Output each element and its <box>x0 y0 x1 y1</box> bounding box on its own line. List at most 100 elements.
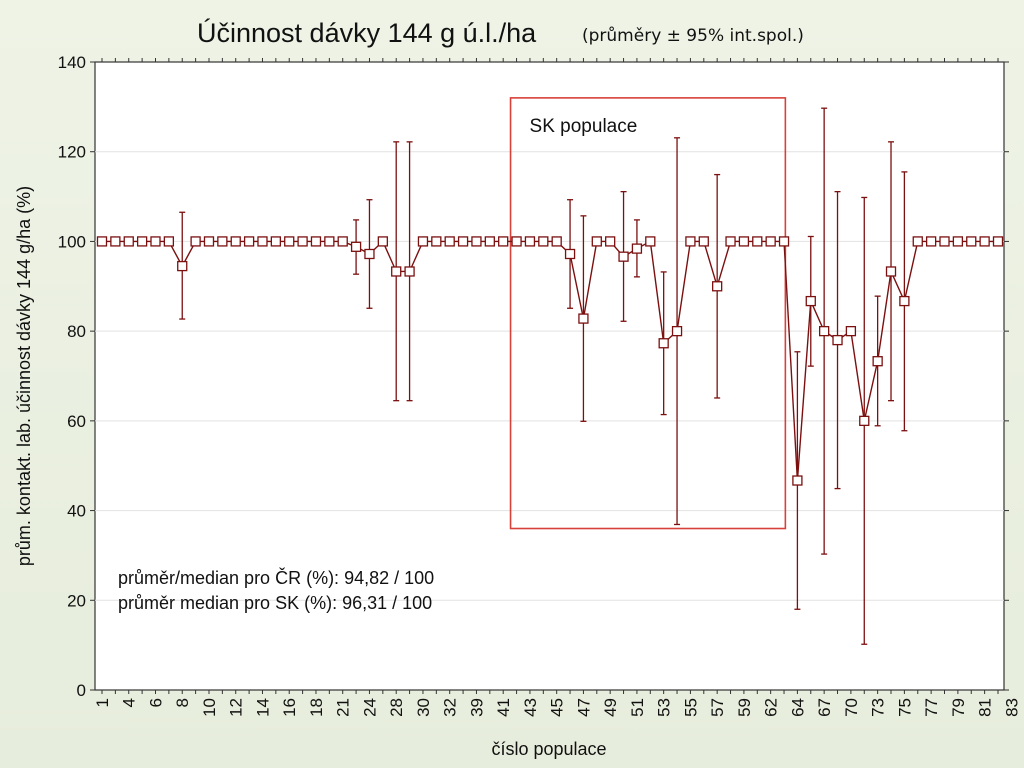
x-tick-label: 28 <box>387 698 406 717</box>
x-tick-label: 79 <box>949 698 968 717</box>
data-point <box>658 338 669 349</box>
data-point <box>257 236 268 247</box>
x-tick-label: 53 <box>655 698 674 717</box>
x-tick-label: 73 <box>869 698 888 717</box>
x-tick-label: 67 <box>815 698 834 717</box>
data-point <box>952 236 964 247</box>
x-tick-label: 47 <box>574 698 593 717</box>
x-axis-label: číslo populace <box>491 739 606 759</box>
x-tick-label: 4 <box>120 698 139 707</box>
data-point <box>551 236 562 247</box>
x-tick-label: 75 <box>895 698 914 717</box>
data-point <box>364 248 375 260</box>
chart-subtitle: (průměry ± 95% int.spol.) <box>582 26 804 46</box>
y-tick-label: 20 <box>67 591 86 610</box>
chart-title: Účinnost dávky 144 g ú.l./ha <box>197 17 537 48</box>
sk-box-label: SK populace <box>530 116 638 137</box>
x-tick-label: 51 <box>628 698 647 717</box>
data-point <box>752 236 763 247</box>
data-point <box>377 236 388 247</box>
x-tick-label: 12 <box>227 698 246 717</box>
data-point <box>885 266 897 277</box>
x-tick-label: 32 <box>441 698 460 717</box>
annotation-cr: průměr/median pro ČR (%): 94,82 / 100 <box>118 567 434 588</box>
x-tick-label: 16 <box>280 698 299 717</box>
data-point <box>778 236 790 247</box>
x-tick-label: 45 <box>548 698 567 717</box>
x-tick-label: 81 <box>976 698 995 717</box>
data-point <box>457 236 469 247</box>
data-point <box>899 295 910 307</box>
x-tick-label: 24 <box>360 698 379 717</box>
y-tick-label: 120 <box>58 143 86 162</box>
data-point <box>484 236 495 247</box>
x-tick-label: 49 <box>601 698 620 717</box>
data-point <box>912 236 923 247</box>
data-point <box>725 236 736 247</box>
data-point <box>243 236 255 247</box>
y-axis: 0 20 40 60 80 100 120 140 <box>58 53 1009 700</box>
x-tick-label: 70 <box>842 698 861 717</box>
data-point <box>136 236 148 247</box>
data-point <box>979 236 990 247</box>
x-tick-label: 55 <box>681 698 700 717</box>
y-tick-label: 60 <box>67 412 86 431</box>
mean-markers <box>96 236 1004 486</box>
data-point <box>845 325 857 337</box>
x-tick-label: 41 <box>494 698 513 717</box>
data-point <box>618 251 629 262</box>
data-point <box>939 236 950 247</box>
y-tick-label: 80 <box>67 322 86 341</box>
data-point <box>203 236 215 247</box>
data-point <box>564 248 576 260</box>
data-point <box>270 236 282 247</box>
x-tick-label: 18 <box>307 698 326 717</box>
data-point <box>872 356 883 367</box>
x-tick-label: 10 <box>200 698 219 717</box>
x-tick-label: 43 <box>521 698 540 717</box>
y-tick-label: 140 <box>58 53 86 72</box>
data-point <box>123 236 134 247</box>
data-point <box>712 281 723 292</box>
data-point <box>310 236 322 247</box>
x-tick-label: 83 <box>1002 698 1021 717</box>
data-point <box>324 236 335 247</box>
x-tick-label: 64 <box>788 698 807 717</box>
x-tick-label: 62 <box>762 698 781 717</box>
data-point <box>284 236 295 247</box>
x-tick-label: 77 <box>922 698 941 717</box>
x-tick-label: 57 <box>708 698 727 717</box>
data-point <box>404 266 415 277</box>
data-point <box>524 236 536 247</box>
data-point <box>538 236 549 247</box>
data-point <box>431 236 442 247</box>
x-tick-label: 21 <box>334 698 353 717</box>
data-point <box>511 236 522 247</box>
x-tick-label: 39 <box>467 698 486 717</box>
data-point <box>992 236 1004 247</box>
x-tick-label: 8 <box>173 698 192 707</box>
data-point <box>591 236 602 247</box>
plot-frame <box>94 61 1005 691</box>
data-point <box>578 313 589 324</box>
data-point <box>150 236 161 247</box>
data-point <box>417 236 429 247</box>
y-tick-label: 0 <box>77 681 86 700</box>
data-point <box>925 236 937 247</box>
data-point <box>96 236 108 247</box>
data-point <box>190 236 201 247</box>
data-point <box>645 236 656 247</box>
data-point <box>297 236 308 247</box>
data-point <box>498 236 509 247</box>
data-point <box>350 241 362 252</box>
sk-highlight-box <box>509 97 787 530</box>
data-point <box>605 236 616 247</box>
data-point <box>391 266 402 277</box>
data-point <box>685 236 696 247</box>
data-point <box>631 243 643 254</box>
data-point <box>177 260 188 272</box>
data-point <box>337 236 348 247</box>
data-point <box>110 236 121 247</box>
data-point <box>217 236 228 247</box>
